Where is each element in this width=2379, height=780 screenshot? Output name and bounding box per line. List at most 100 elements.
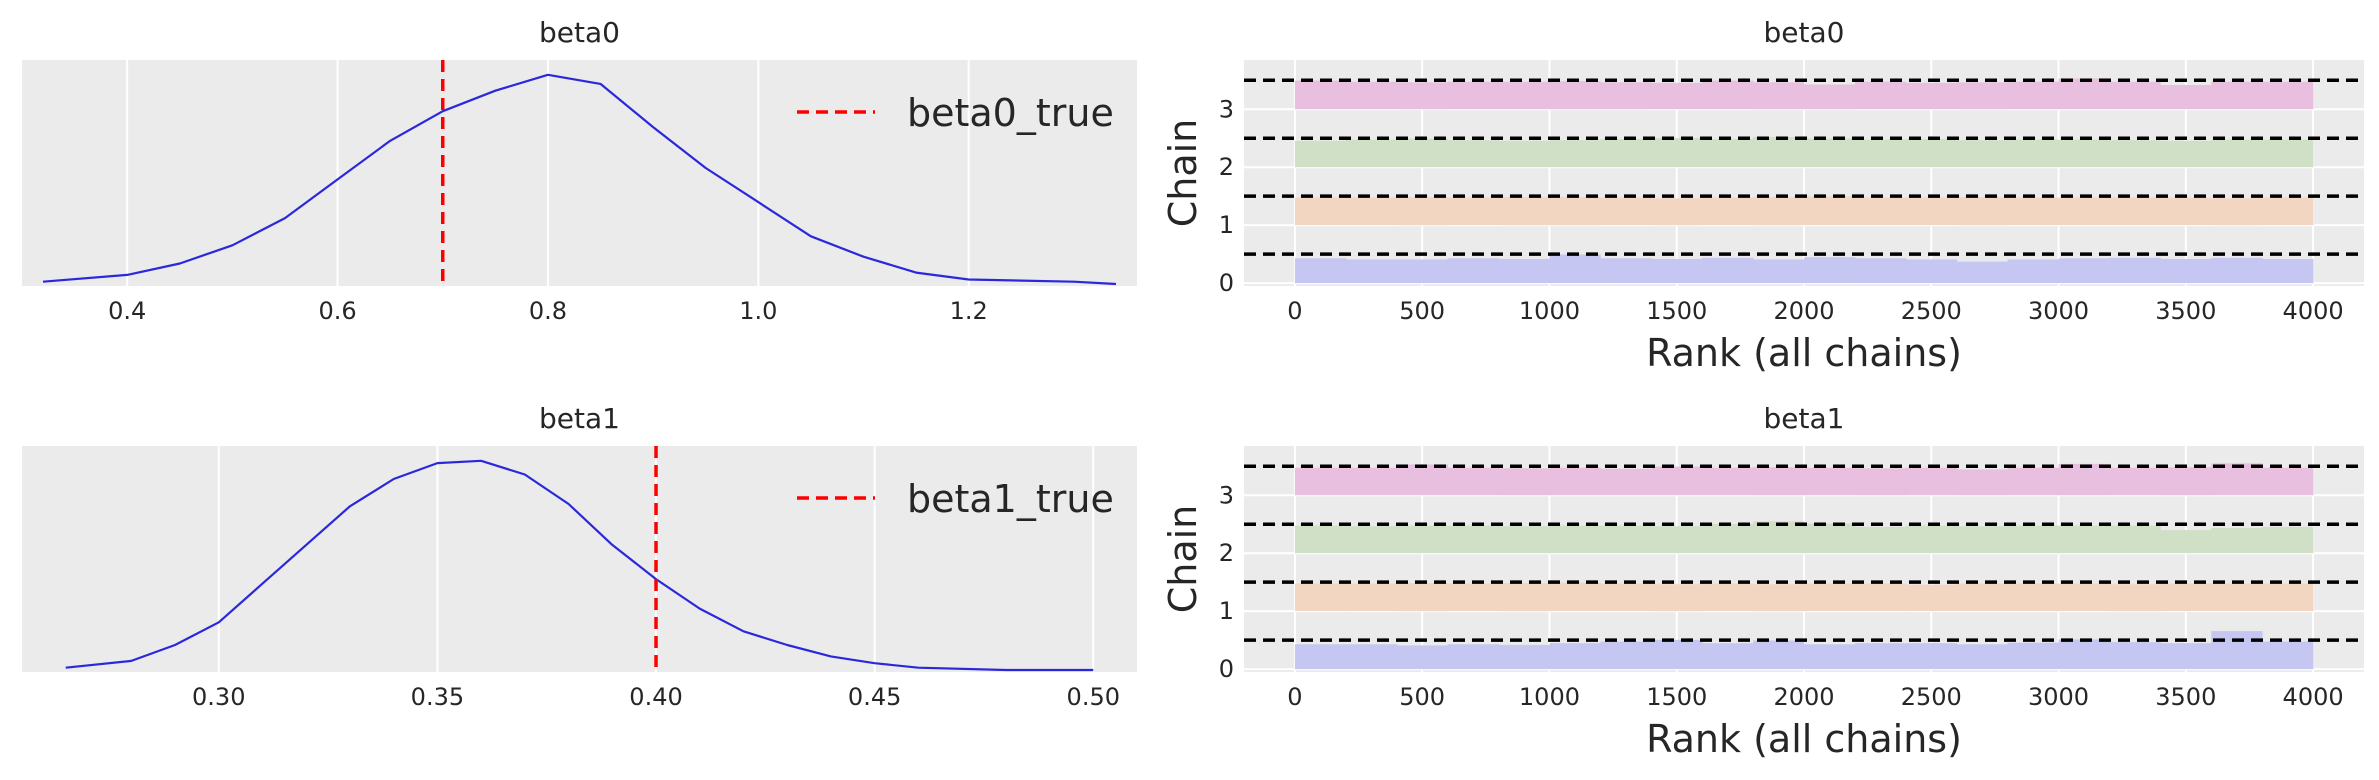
- x-tick-label: 3000: [2028, 297, 2089, 325]
- rank-bar: [1600, 258, 1652, 284]
- rank-bar: [1753, 640, 1805, 670]
- rank-bar: [1498, 583, 1550, 612]
- rank-bar: [1804, 257, 1856, 284]
- rank-bar: [1854, 139, 1907, 168]
- rank-bar: [1345, 644, 1398, 670]
- rank-bar: [1396, 197, 1448, 226]
- rank-bar: [1600, 82, 1652, 110]
- rank-bar: [2109, 197, 2161, 226]
- plot-area: [22, 446, 1137, 672]
- rank-bar: [1498, 526, 1550, 554]
- rank-bar: [2211, 139, 2263, 168]
- rank-bar: [1956, 469, 2008, 496]
- panel-title: beta1: [1764, 402, 1845, 435]
- rank-bar: [2211, 631, 2263, 670]
- chain-1-bars: [1294, 196, 2314, 226]
- y-tick-label: 0: [1219, 269, 1234, 297]
- rank-bar: [2007, 642, 2059, 670]
- rank-bar: [2160, 467, 2212, 496]
- rank-bar: [2007, 525, 2059, 554]
- rank-bar: [1804, 644, 1856, 670]
- rank-bar: [2262, 583, 2314, 612]
- panel-title: beta0: [539, 16, 620, 49]
- rank-bar: [1345, 259, 1398, 284]
- rank-bar: [1702, 257, 1754, 284]
- rank-bar: [2262, 139, 2314, 168]
- rank-bar: [1549, 81, 1601, 110]
- rank-bar: [1804, 84, 1856, 110]
- rank-bar: [2211, 527, 2263, 554]
- rank-bar: [1651, 526, 1703, 554]
- rank-bar: [2007, 197, 2059, 226]
- rank-bar: [1651, 258, 1703, 284]
- rank-bar: [1651, 584, 1703, 612]
- rank-bar: [1702, 524, 1754, 554]
- chain-1-bars: [1294, 582, 2314, 612]
- rank-bar: [1702, 80, 1754, 110]
- rank-bar: [1447, 467, 1499, 496]
- rank-bar: [1447, 258, 1499, 284]
- rank-bar: [1498, 644, 1550, 670]
- rank-bar: [1447, 81, 1499, 110]
- panel-title: beta0: [1764, 16, 1845, 49]
- rank-bar: [1549, 582, 1601, 612]
- x-tick-label: 0.35: [411, 683, 464, 711]
- rank-bar: [1804, 138, 1856, 168]
- rank-bar: [1294, 644, 1347, 670]
- rank-bar: [1956, 261, 2008, 284]
- rank-bar: [2211, 257, 2263, 284]
- rank-bar: [1905, 584, 1958, 612]
- rank-bar: [1600, 139, 1652, 168]
- rank-bar: [1498, 140, 1550, 168]
- rank-bar: [2262, 81, 2314, 110]
- x-tick-label: 1000: [1519, 297, 1580, 325]
- x-tick-label: 4000: [2283, 297, 2344, 325]
- rank-bar: [1345, 197, 1398, 226]
- rank-bar: [1905, 82, 1958, 110]
- y-tick-label: 1: [1219, 211, 1234, 239]
- rank-bar: [1854, 197, 1907, 226]
- rank-bar: [1651, 138, 1703, 168]
- rank-bar: [1345, 583, 1398, 612]
- x-tick-label: 3000: [2028, 683, 2089, 711]
- y-tick-label: 2: [1219, 153, 1234, 181]
- rank-bar: [1600, 468, 1652, 496]
- density-curve: [65, 459, 1094, 672]
- rank-bar: [1447, 140, 1499, 168]
- rank-bar: [1702, 643, 1754, 670]
- x-tick-label: 1.0: [739, 297, 777, 325]
- rank-bar: [2160, 140, 2212, 168]
- rank-bar: [1549, 643, 1601, 670]
- rank-bar: [2262, 641, 2314, 670]
- rank-bar: [1345, 139, 1398, 168]
- rank-bar: [1549, 254, 1601, 284]
- rank-bar: [1345, 467, 1398, 496]
- rank-bar: [1905, 643, 1958, 670]
- rank-bar: [2262, 467, 2314, 496]
- rank-bar: [1804, 523, 1856, 554]
- rank-bar: [1294, 80, 1347, 110]
- rank-bar: [1854, 81, 1907, 110]
- rank-bar: [1294, 197, 1347, 226]
- x-tick-label: 0.6: [318, 297, 356, 325]
- y-tick-label: 0: [1219, 655, 1234, 683]
- rank-bar: [2007, 139, 2059, 168]
- rank-bar: [1600, 197, 1652, 226]
- rank-bar: [1294, 467, 1347, 496]
- rank-bar: [1447, 197, 1499, 226]
- x-tick-label: 2000: [1773, 297, 1834, 325]
- rank-bar: [1702, 139, 1754, 168]
- x-tick-label: 0.45: [848, 683, 901, 711]
- rank-bar: [1294, 583, 1347, 612]
- rank-bar: [2058, 463, 2110, 496]
- x-tick-label: 2500: [1901, 683, 1962, 711]
- x-tick-label: 0.50: [1067, 683, 1120, 711]
- rank-bar: [2058, 639, 2110, 670]
- rank-bar: [1854, 258, 1907, 284]
- rank-bar: [2109, 584, 2161, 612]
- rank-bar: [1905, 139, 1958, 168]
- rank-bar: [1651, 198, 1703, 226]
- plot-area: [22, 60, 1137, 286]
- rank-bar: [1753, 584, 1805, 612]
- rank-bar: [1702, 467, 1754, 496]
